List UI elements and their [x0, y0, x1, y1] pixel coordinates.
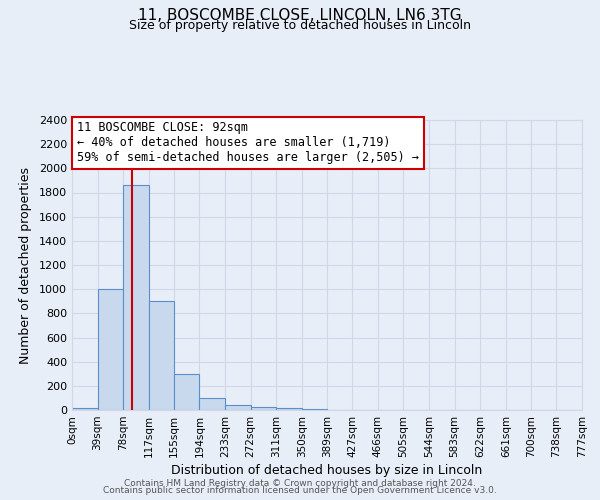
Bar [123, 185, 149, 410]
Bar [199, 398, 225, 410]
Bar [225, 404, 251, 410]
Bar [98, 289, 123, 410]
Text: Contains public sector information licensed under the Open Government Licence v3: Contains public sector information licen… [103, 486, 497, 495]
Bar [276, 408, 302, 410]
Y-axis label: Number of detached properties: Number of detached properties [19, 166, 32, 364]
Bar [251, 407, 276, 410]
Bar [72, 408, 98, 410]
Bar [149, 301, 174, 410]
X-axis label: Distribution of detached houses by size in Lincoln: Distribution of detached houses by size … [172, 464, 482, 477]
Text: 11 BOSCOMBE CLOSE: 92sqm
← 40% of detached houses are smaller (1,719)
59% of sem: 11 BOSCOMBE CLOSE: 92sqm ← 40% of detach… [77, 122, 419, 164]
Text: Contains HM Land Registry data © Crown copyright and database right 2024.: Contains HM Land Registry data © Crown c… [124, 478, 476, 488]
Bar [174, 374, 199, 410]
Text: 11, BOSCOMBE CLOSE, LINCOLN, LN6 3TG: 11, BOSCOMBE CLOSE, LINCOLN, LN6 3TG [138, 8, 462, 22]
Text: Size of property relative to detached houses in Lincoln: Size of property relative to detached ho… [129, 19, 471, 32]
